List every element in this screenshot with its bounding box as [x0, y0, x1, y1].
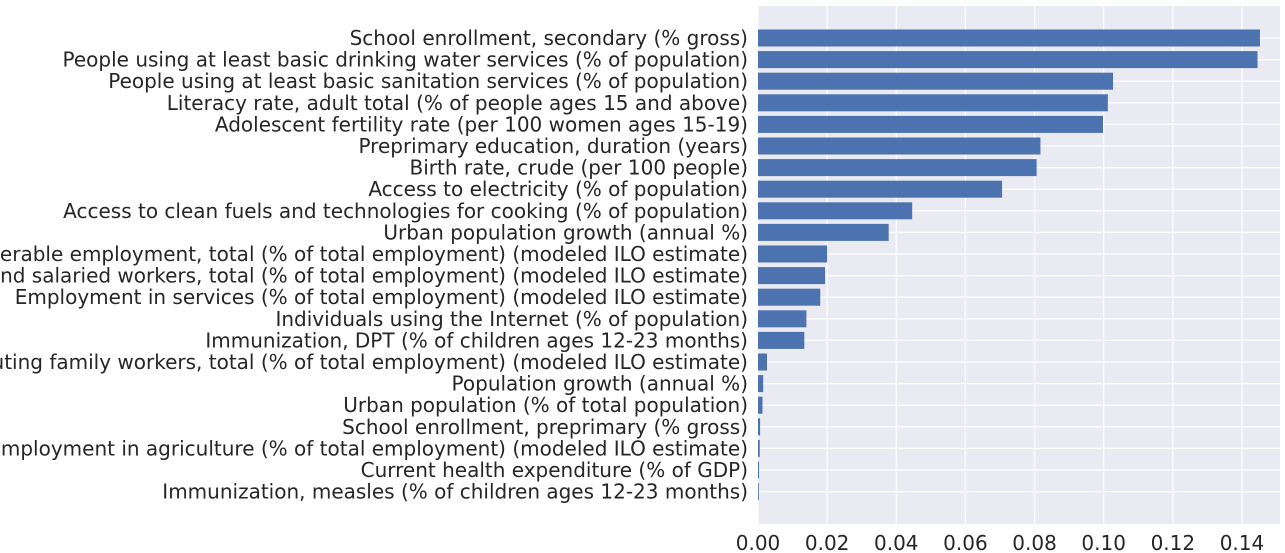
- bar: [758, 288, 821, 306]
- bar: [758, 353, 767, 371]
- x-tick-label: 0.06: [943, 531, 988, 553]
- bar: [758, 94, 1108, 112]
- category-label: Contributing family workers, total (% of…: [0, 350, 748, 374]
- bar: [758, 331, 805, 349]
- bar: [758, 483, 759, 501]
- category-label: Vulnerable employment, total (% of total…: [0, 242, 748, 266]
- category-labels: School enrollment, secondary (% gross)Pe…: [0, 26, 748, 504]
- bar: [758, 202, 913, 220]
- bar: [758, 461, 760, 479]
- category-label: School enrollment, secondary (% gross): [350, 26, 748, 50]
- category-label: Immunization, measles (% of children age…: [162, 480, 748, 504]
- bar: [758, 310, 807, 328]
- category-label: Access to clean fuels and technologies f…: [63, 199, 748, 223]
- category-label: Current health expenditure (% of GDP): [361, 458, 748, 482]
- x-tick-label: 0.00: [736, 531, 781, 553]
- plot-background: [758, 6, 1280, 524]
- category-label: Urban population (% of total population): [343, 393, 748, 417]
- category-label: Immunization, DPT (% of children ages 12…: [205, 328, 748, 352]
- x-tick-label: 0.10: [1081, 531, 1126, 553]
- bar: [758, 29, 1260, 47]
- category-label: Urban population growth (annual %): [383, 220, 748, 244]
- bar: [758, 245, 828, 263]
- bar: [758, 439, 760, 457]
- x-tick-label: 0.04: [874, 531, 919, 553]
- category-label: Population growth (annual %): [452, 372, 748, 396]
- bar: [758, 137, 1041, 155]
- category-label: People using at least basic drinking wat…: [63, 48, 748, 72]
- x-tick-label: 0.14: [1220, 531, 1265, 553]
- bar: [758, 51, 1258, 69]
- bar: [758, 267, 826, 285]
- bar: [758, 396, 763, 414]
- category-label: Access to electricity (% of population): [368, 177, 748, 201]
- category-label: Employment in agriculture (% of total em…: [0, 436, 748, 460]
- bar: [758, 375, 764, 393]
- x-tick-label: 0.08: [1012, 531, 1057, 553]
- category-label: Preprimary education, duration (years): [358, 134, 748, 158]
- x-tick-label: 0.02: [805, 531, 850, 553]
- category-label: People using at least basic sanitation s…: [108, 69, 748, 93]
- category-label: Employment in services (% of total emplo…: [15, 285, 748, 309]
- x-tick-label: 0.12: [1151, 531, 1196, 553]
- x-axis-ticks: 0.00 0.02 0.04 0.06 0.08 0.10 0.12 0.14: [736, 531, 1265, 553]
- category-label: Individuals using the Internet (% of pop…: [275, 307, 748, 331]
- category-label: School enrollment, preprimary (% gross): [342, 415, 748, 439]
- bar: [758, 418, 761, 436]
- bar: [758, 115, 1104, 133]
- category-label: Wage and salaried workers, total (% of t…: [0, 264, 748, 288]
- category-label: Adolescent fertility rate (per 100 women…: [215, 112, 748, 136]
- category-label: Birth rate, crude (per 100 people): [410, 156, 748, 180]
- bars: [758, 29, 1260, 501]
- bar: [758, 159, 1037, 177]
- category-label: Literacy rate, adult total (% of people …: [167, 91, 748, 115]
- bar: [758, 72, 1114, 90]
- bar: [758, 223, 889, 241]
- bar: [758, 180, 1003, 198]
